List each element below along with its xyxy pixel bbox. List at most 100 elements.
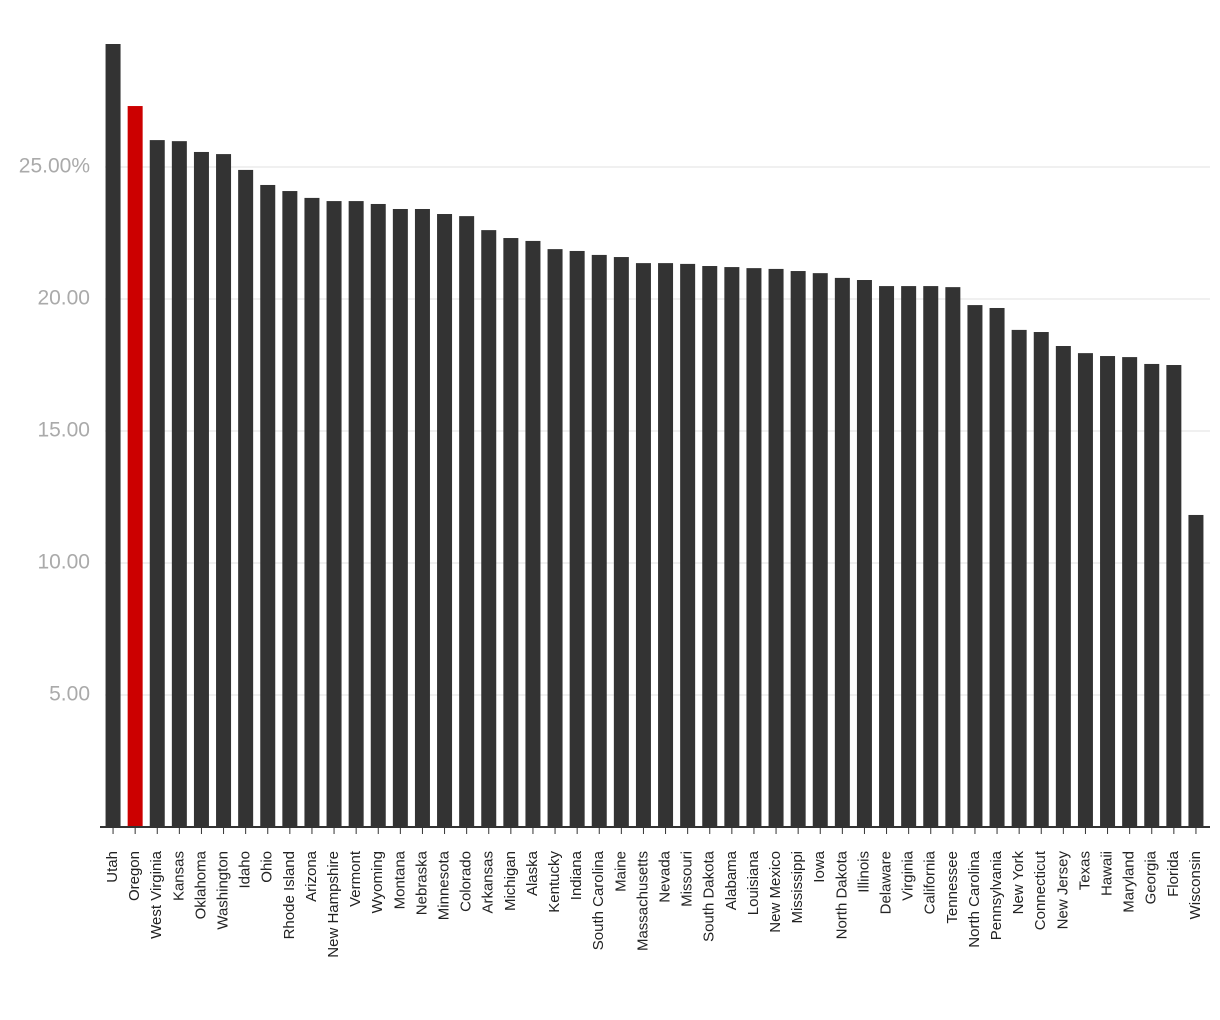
bar [702, 266, 718, 827]
x-tick-label: Delaware [878, 851, 895, 914]
x-tick-label: Ohio [259, 851, 276, 883]
x-tick-label: Nevada [657, 850, 674, 902]
x-tick-label: New Jersey [1054, 851, 1071, 930]
bar [1011, 329, 1027, 827]
bar [238, 169, 254, 827]
bar [967, 305, 983, 827]
x-tick-label: Connecticut [1032, 850, 1049, 930]
bar [193, 151, 209, 828]
bar [989, 307, 1005, 827]
x-tick-label: Colorado [458, 851, 475, 912]
bar [1033, 332, 1049, 827]
x-tick-label: Indiana [568, 850, 585, 900]
bar [260, 184, 276, 827]
x-tick-label: Pennsylvania [988, 850, 1005, 940]
bar [1055, 346, 1071, 827]
x-tick-label: Washington [215, 851, 232, 930]
x-tick-label: Utah [104, 851, 121, 883]
x-tick-label: North Carolina [966, 850, 983, 947]
y-tick-label: 5.00 [49, 683, 90, 706]
x-tick-label: Maryland [1121, 851, 1138, 913]
bar [1100, 356, 1116, 827]
x-tick-label: Michigan [502, 851, 519, 911]
x-tick-label: Kentucky [546, 851, 563, 913]
x-tick-label: Iowa [811, 850, 828, 882]
x-tick-label: Montana [391, 850, 408, 909]
bar [503, 238, 519, 827]
bar [348, 201, 364, 827]
x-tick-label: Louisiana [745, 850, 762, 915]
x-tick-label: Wyoming [369, 851, 386, 913]
bar [282, 191, 298, 828]
bar [724, 267, 740, 828]
x-tick-label: Kansas [170, 851, 187, 901]
bar [1144, 363, 1160, 827]
y-tick-label: 20.00 [37, 287, 90, 310]
x-tick-label: Hawaii [1099, 851, 1116, 896]
bar [481, 230, 497, 828]
x-tick-label: Missouri [679, 851, 696, 907]
x-tick-label: Mississippi [789, 851, 806, 924]
bar [768, 268, 784, 827]
bar [414, 208, 430, 828]
bar [127, 106, 143, 828]
bar [1122, 357, 1138, 827]
x-tick-label: Oklahoma [192, 850, 209, 919]
bar [1077, 353, 1093, 827]
bar [1166, 365, 1182, 827]
bar [680, 263, 696, 827]
bar [790, 271, 806, 827]
bar [216, 154, 232, 828]
x-tick-label: Tennessee [944, 851, 961, 924]
x-tick-label: Maine [612, 851, 629, 892]
x-tick-label: Oregon [126, 851, 143, 901]
bar [945, 287, 961, 827]
bar [613, 257, 629, 827]
bar [856, 280, 872, 827]
x-tick-label: North Dakota [833, 850, 850, 939]
bar [901, 286, 917, 827]
x-tick-label: New Mexico [767, 851, 784, 933]
bar [746, 268, 762, 827]
x-tick-label: Rhode Island [281, 851, 298, 939]
bar [812, 273, 828, 827]
x-tick-label: Massachusetts [634, 851, 651, 951]
x-tick-label: South Carolina [590, 850, 607, 950]
x-tick-label: New Hampshire [325, 851, 342, 958]
x-tick-label: Idaho [237, 851, 254, 889]
bar [525, 240, 541, 827]
bar [635, 263, 651, 827]
x-tick-label: Vermont [347, 850, 364, 907]
x-tick-label: Wisconsin [1187, 851, 1204, 919]
x-tick-label: New York [1010, 851, 1027, 915]
x-tick-label: Virginia [900, 850, 917, 900]
bar [834, 277, 850, 827]
bar [392, 208, 408, 828]
bar [459, 216, 475, 827]
x-tick-label: South Dakota [701, 850, 718, 942]
x-tick-label: Alaska [524, 850, 541, 896]
x-tick-label: Nebraska [413, 850, 430, 915]
x-tick-label: Minnesota [436, 850, 453, 920]
x-tick-label: Florida [1165, 850, 1182, 897]
x-tick-label: West Virginia [148, 850, 165, 938]
bar [591, 254, 607, 827]
bar [326, 201, 342, 827]
y-tick-label: 10.00 [37, 551, 90, 574]
x-tick-label: Georgia [1143, 850, 1160, 904]
bar [569, 250, 585, 827]
x-tick-label: Illinois [855, 851, 872, 893]
bar [923, 286, 939, 827]
x-tick-label: California [922, 850, 939, 914]
bar [1188, 514, 1204, 827]
bar [370, 203, 386, 827]
x-tick-label: Arkansas [480, 851, 497, 914]
bar [105, 44, 121, 827]
bar [547, 249, 563, 828]
bar [304, 197, 320, 827]
bar [879, 286, 895, 827]
bar [149, 140, 165, 828]
y-tick-label: 25.00% [19, 155, 90, 178]
bar [171, 141, 187, 827]
